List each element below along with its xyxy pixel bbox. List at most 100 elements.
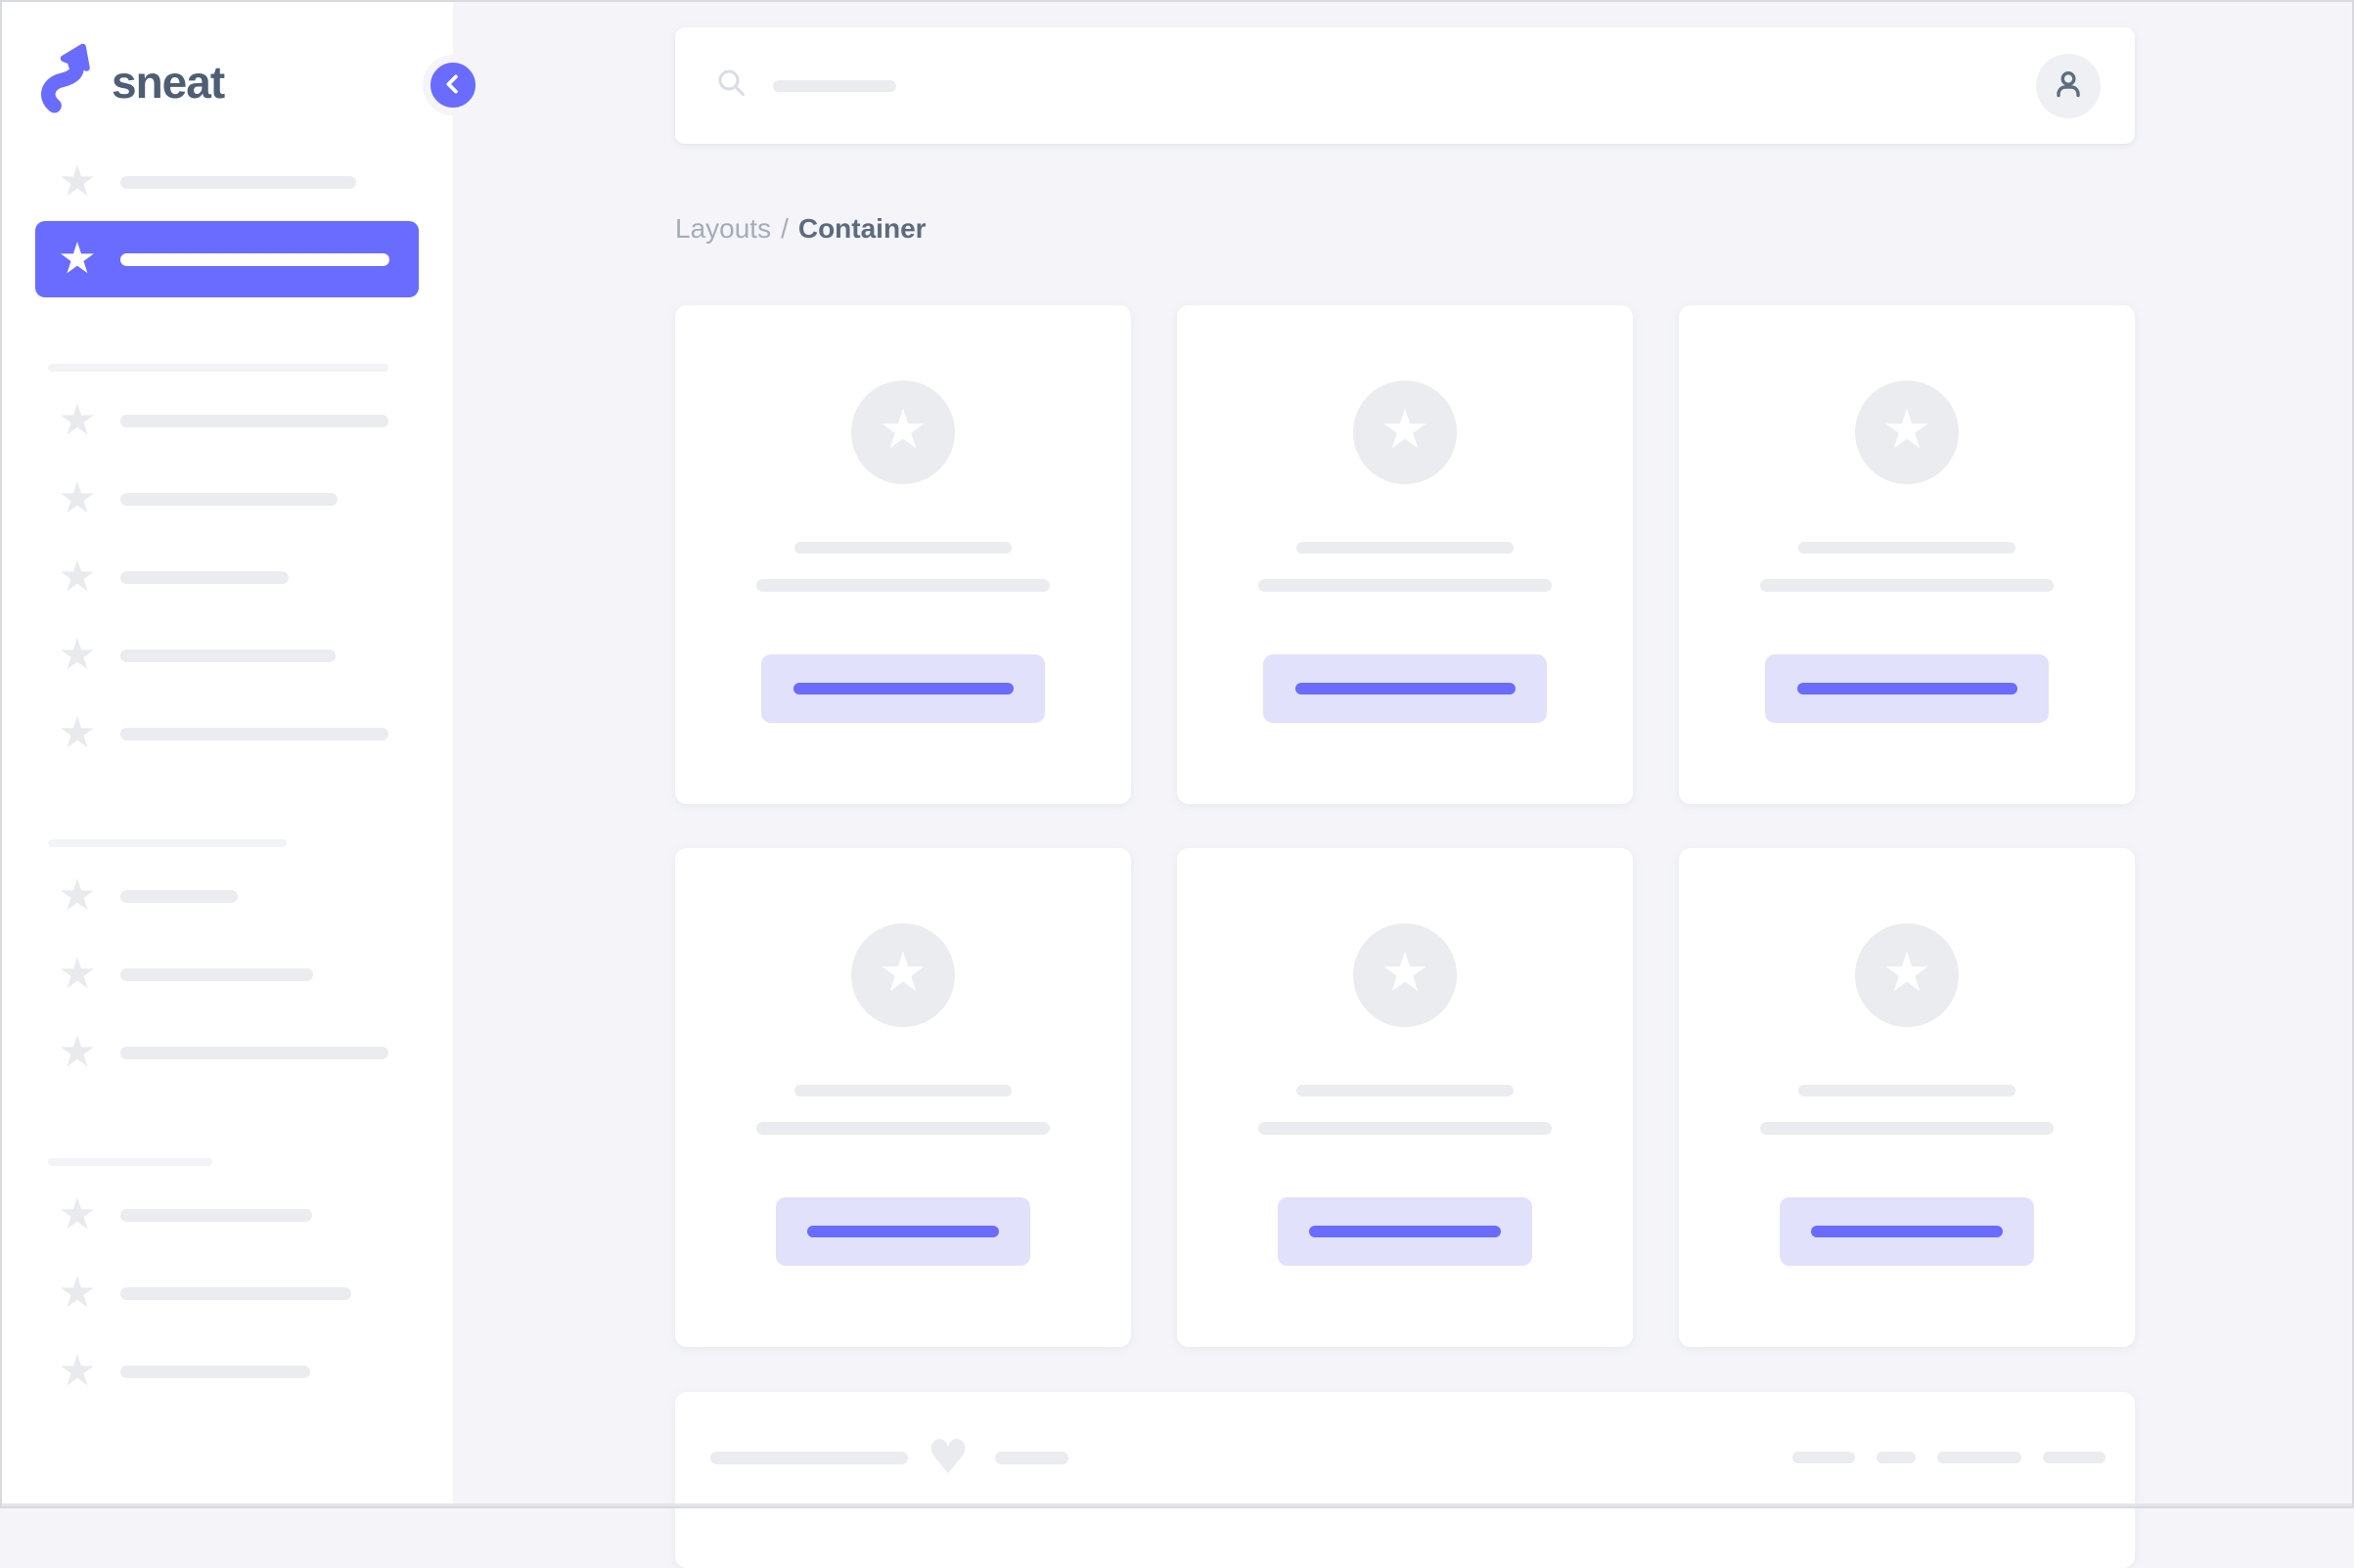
card-action-button[interactable] <box>1765 654 2049 723</box>
star-icon: ★ <box>58 473 97 523</box>
card-text-bar-1 <box>1798 542 2015 554</box>
card-avatar-circle: ★ <box>1353 923 1457 1027</box>
user-icon <box>2051 67 2086 105</box>
sidebar-menu: ★ ★ ★ ★ ★ ★ ★ ★ ★ ★ ★ ★ ★ <box>0 143 453 1411</box>
content-card: ★ <box>675 848 1131 1347</box>
card-avatar-circle: ★ <box>1353 381 1457 484</box>
star-icon: ★ <box>58 395 97 445</box>
content-card: ★ <box>1177 848 1633 1347</box>
search-icon <box>716 67 747 104</box>
breadcrumb: Layouts / Container <box>675 213 927 245</box>
star-icon: ★ <box>1380 397 1430 462</box>
sidebar-menu-item[interactable]: ★ <box>0 538 453 616</box>
sidebar-menu-item[interactable]: ★ <box>0 616 453 694</box>
card-grid: ★ ★ ★ ★ ★ <box>675 305 2135 1347</box>
menu-item-label-bar <box>120 889 238 903</box>
menu-item-label-bar <box>120 175 356 189</box>
breadcrumb-separator: / <box>781 213 789 244</box>
star-icon: ★ <box>58 1346 97 1396</box>
card-action-button[interactable] <box>761 654 1045 723</box>
top-navbar <box>675 27 2135 144</box>
sidebar-menu-item[interactable]: ★ <box>0 1254 453 1332</box>
star-icon: ★ <box>58 708 97 758</box>
menu-item-label-bar <box>120 1046 388 1059</box>
pagination-bar[interactable] <box>1937 1452 2021 1463</box>
card-text-bar-1 <box>1296 1085 1514 1097</box>
menu-item-label-bar <box>120 649 336 662</box>
button-label-bar <box>792 683 1014 694</box>
search-placeholder-bar <box>773 79 896 92</box>
pagination-bar[interactable] <box>1792 1452 1855 1463</box>
card-action-button[interactable] <box>1263 654 1547 723</box>
button-label-bar <box>1811 1226 2003 1237</box>
star-icon: ★ <box>878 940 928 1005</box>
sidebar-section-divider <box>48 1158 212 1166</box>
bottom-card-row: ♥ <box>675 1434 2135 1481</box>
menu-item-label-bar <box>120 1286 351 1300</box>
sidebar-menu-item[interactable]: ★ <box>0 694 453 773</box>
sneat-logo-icon <box>41 43 98 120</box>
breadcrumb-item-layouts[interactable]: Layouts <box>675 213 772 244</box>
star-icon: ★ <box>58 552 97 602</box>
sidebar-menu-item[interactable]: ★ <box>0 381 453 460</box>
card-text-bar-1 <box>794 542 1012 554</box>
main-content: Layouts / Container ★ ★ ★ ★ <box>453 0 2354 1568</box>
sidebar-menu-item[interactable]: ★ <box>0 1013 453 1092</box>
content-card: ★ <box>1679 848 2135 1347</box>
card-avatar-circle: ★ <box>851 923 955 1027</box>
menu-item-label-bar <box>120 570 289 584</box>
brand[interactable]: sneat <box>41 43 225 120</box>
menu-item-label-bar <box>120 252 389 266</box>
star-icon: ★ <box>58 949 97 999</box>
star-icon: ★ <box>1380 940 1430 1005</box>
sidebar-menu-item[interactable]: ★ <box>0 1332 453 1411</box>
card-text-bar-2 <box>756 1122 1050 1135</box>
sidebar-menu-item[interactable]: ★ <box>35 221 419 297</box>
card-action-button[interactable] <box>776 1197 1030 1266</box>
menu-item-label-bar <box>120 414 388 427</box>
pagination-bar[interactable] <box>1877 1452 1916 1463</box>
menu-item-label-bar <box>120 967 313 981</box>
card-text-bar-2 <box>1760 1122 2054 1135</box>
sidebar-section-divider <box>48 364 388 372</box>
star-icon: ★ <box>58 234 97 284</box>
menu-item-label-bar <box>120 727 388 740</box>
star-icon: ★ <box>58 157 97 206</box>
button-label-bar <box>807 1226 999 1237</box>
menu-item-label-bar <box>120 492 338 506</box>
star-icon: ★ <box>1881 940 1932 1005</box>
card-avatar-circle: ★ <box>1855 923 1959 1027</box>
user-menu-button[interactable] <box>2036 53 2101 118</box>
brand-name: sneat <box>112 56 225 108</box>
card-avatar-circle: ★ <box>851 381 955 484</box>
search-input[interactable] <box>716 67 896 104</box>
placeholder-bar <box>710 1451 908 1464</box>
star-icon: ★ <box>1881 397 1932 462</box>
card-text-bar-2 <box>1258 1122 1552 1135</box>
card-action-button[interactable] <box>1278 1197 1532 1266</box>
sidebar-section-divider <box>48 839 287 847</box>
content-card: ★ <box>675 305 1131 804</box>
pagination <box>1792 1452 2105 1463</box>
sidebar-collapse-button[interactable] <box>423 55 483 115</box>
star-icon: ★ <box>58 630 97 680</box>
star-icon: ★ <box>878 397 928 462</box>
pagination-bar[interactable] <box>2043 1452 2105 1463</box>
content-card: ★ <box>1177 305 1633 804</box>
menu-item-label-bar <box>120 1365 310 1378</box>
card-text-bar-1 <box>1296 542 1514 554</box>
star-icon: ★ <box>58 1027 97 1077</box>
sidebar-menu-item[interactable]: ★ <box>0 857 453 935</box>
card-text-bar-2 <box>756 579 1050 592</box>
star-icon: ★ <box>58 871 97 920</box>
heart-icon[interactable]: ♥ <box>927 1430 970 1485</box>
sidebar: sneat ★ ★ ★ ★ ★ ★ ★ ★ ★ ★ ★ <box>0 0 483 1508</box>
sidebar-menu-item[interactable]: ★ <box>0 460 453 538</box>
content-card: ★ <box>1679 305 2135 804</box>
card-action-button[interactable] <box>1780 1197 2034 1266</box>
sidebar-menu-item[interactable]: ★ <box>0 935 453 1013</box>
card-text-bar-1 <box>794 1085 1012 1097</box>
star-icon: ★ <box>58 1189 97 1239</box>
sidebar-menu-item[interactable]: ★ <box>0 1176 453 1254</box>
sidebar-menu-item[interactable]: ★ <box>0 143 453 221</box>
